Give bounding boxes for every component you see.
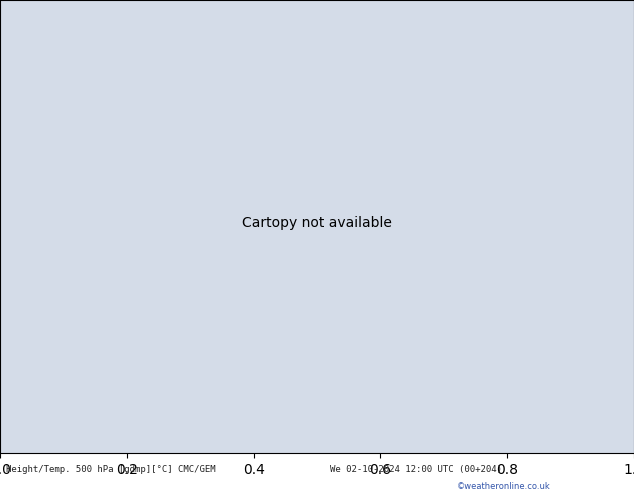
Text: We 02-10-2024 12:00 UTC (00+204): We 02-10-2024 12:00 UTC (00+204) [330, 466, 501, 474]
Text: Height/Temp. 500 hPa [gdmp][°C] CMC/GEM: Height/Temp. 500 hPa [gdmp][°C] CMC/GEM [6, 466, 216, 474]
Text: ©weatheronline.co.uk: ©weatheronline.co.uk [456, 482, 550, 490]
Text: Cartopy not available: Cartopy not available [242, 216, 392, 230]
